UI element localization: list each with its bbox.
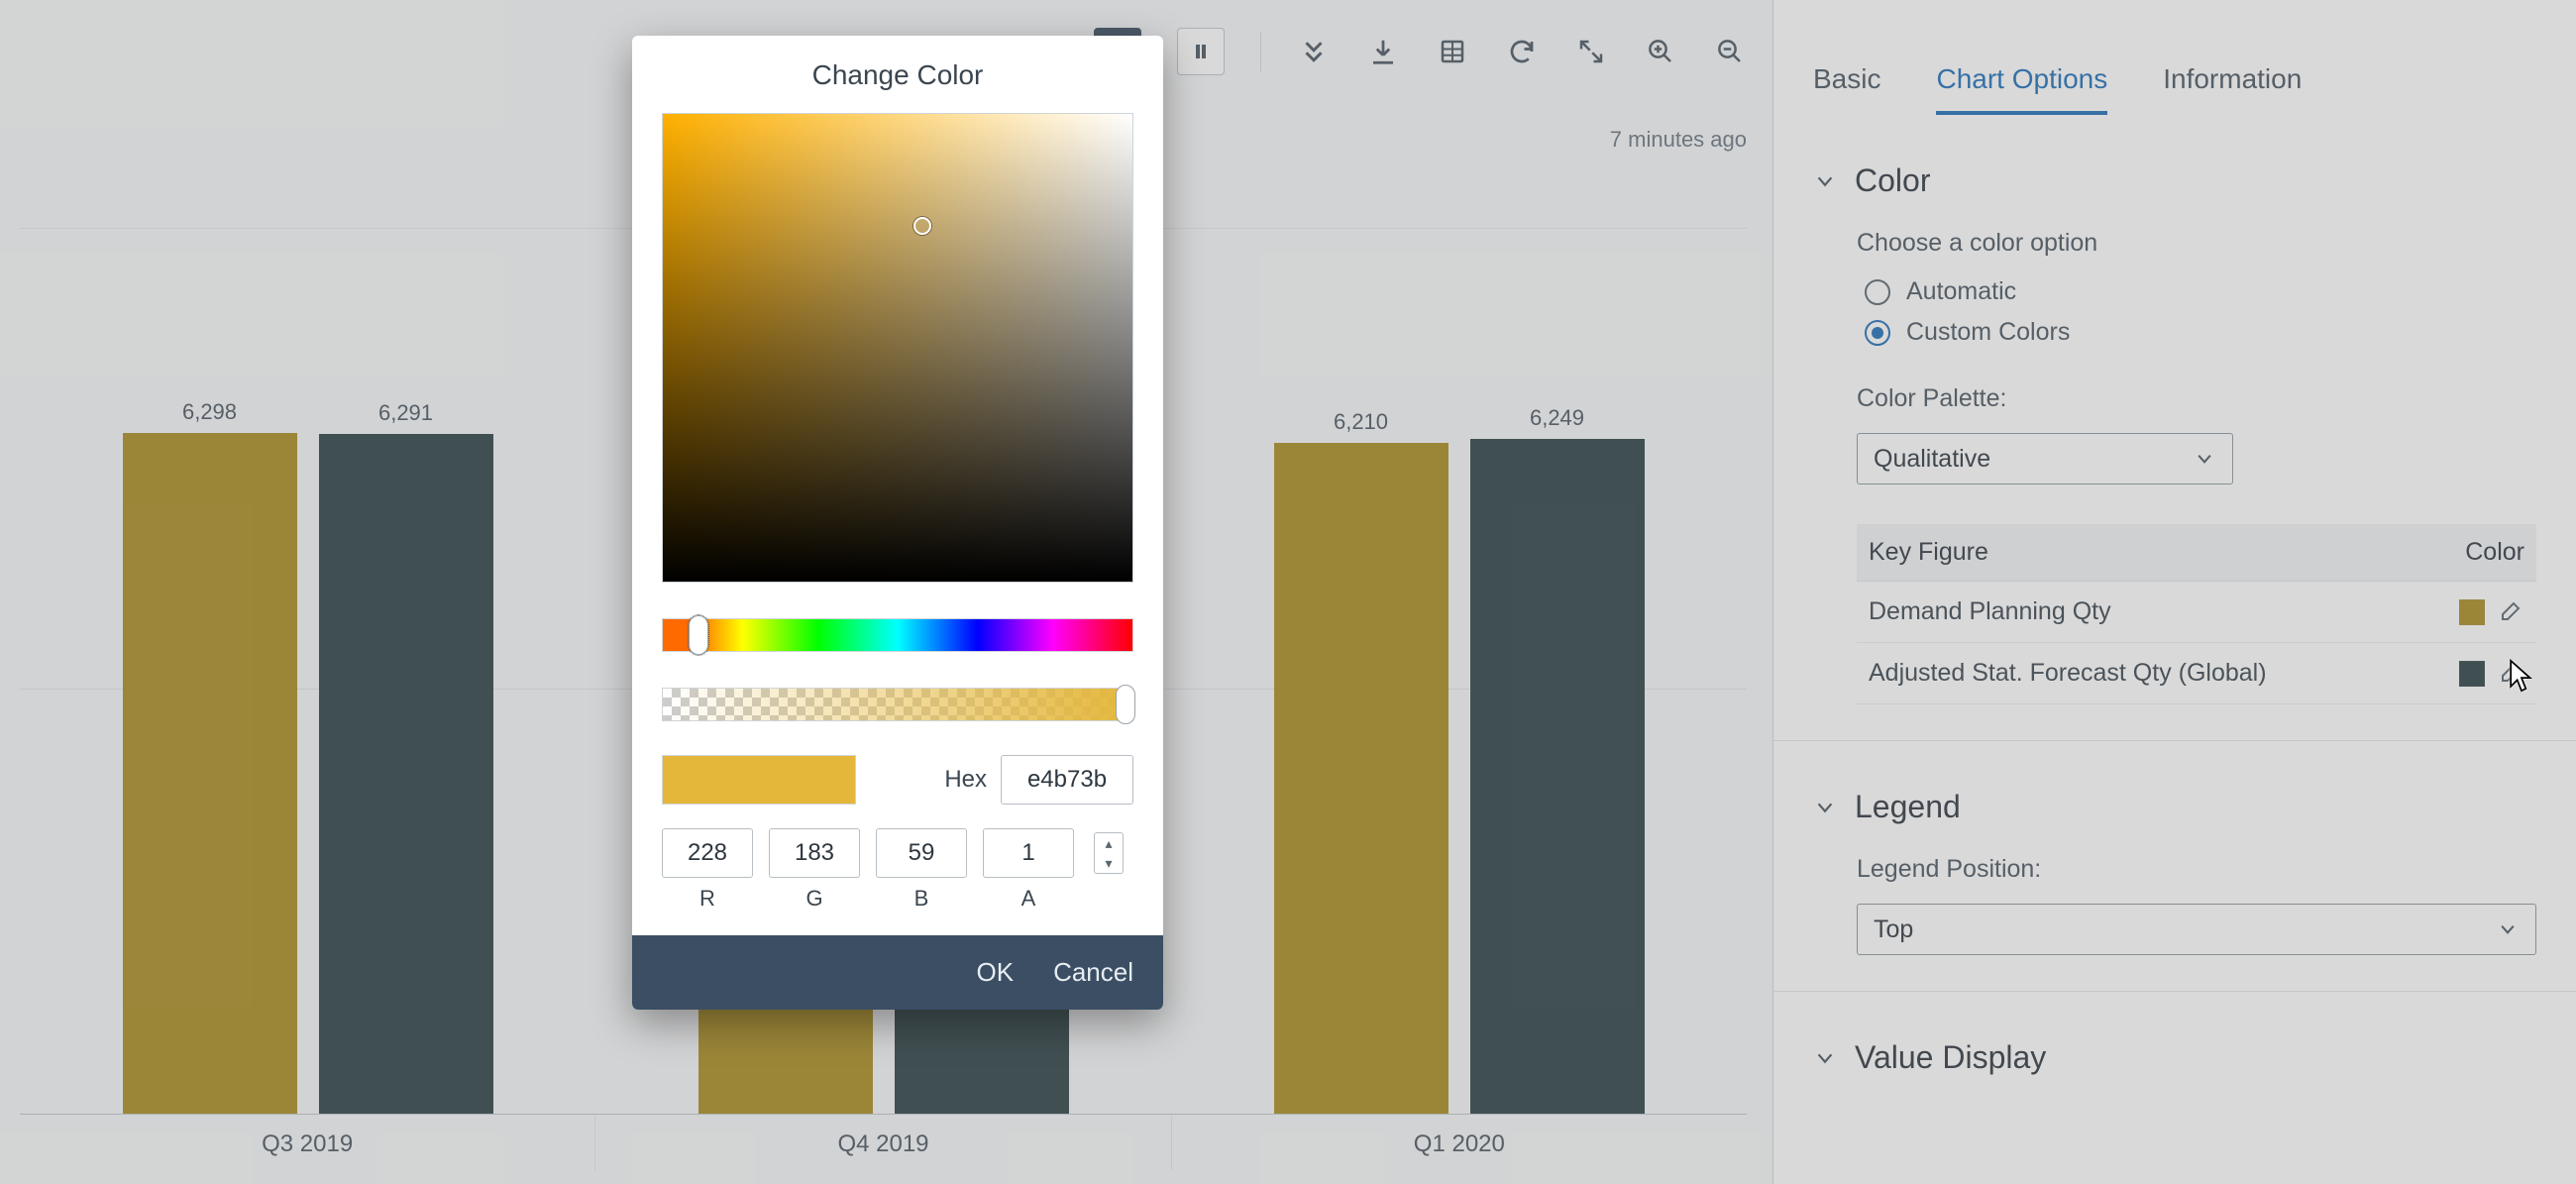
section-color-header[interactable]: Color [1813, 162, 2536, 199]
legend-position-label: Legend Position: [1857, 855, 2536, 884]
key-figure-label: Adjusted Stat. Forecast Qty (Global) [1869, 659, 2267, 688]
bar-group: 6,2106,249 [1171, 228, 1747, 1114]
side-panel: Basic Chart Options Information Color Choo… [1773, 0, 2576, 1184]
expand-down-icon[interactable] [1297, 35, 1331, 68]
refresh-icon[interactable] [1505, 35, 1539, 68]
legend-position-value: Top [1874, 915, 1913, 944]
chevron-down-icon [1813, 169, 1837, 193]
download-icon[interactable] [1366, 35, 1400, 68]
bar[interactable]: 6,249 [1470, 439, 1645, 1114]
section-value-display-header[interactable]: Value Display [1813, 1039, 2536, 1076]
bar[interactable]: 6,298 [123, 433, 297, 1114]
hue-slider[interactable] [662, 618, 1133, 652]
a-input[interactable] [983, 828, 1074, 878]
bar-group: 6,2986,291 [20, 228, 595, 1114]
x-axis-label: Q4 2019 [595, 1115, 1171, 1170]
section-color-title: Color [1855, 162, 1930, 199]
alpha-thumb[interactable] [1116, 685, 1135, 724]
key-figure-swatch [2459, 599, 2485, 625]
chevron-down-icon [1813, 1046, 1837, 1070]
hex-label: Hex [944, 766, 987, 794]
tab-chart-options[interactable]: Chart Options [1936, 63, 2107, 115]
section-value-display: Value Display [1813, 1039, 2536, 1076]
key-figure-row: Adjusted Stat. Forecast Qty (Global) [1857, 643, 2536, 704]
mouse-cursor-icon [2509, 658, 2534, 694]
cancel-button[interactable]: Cancel [1053, 957, 1133, 988]
tab-basic[interactable]: Basic [1813, 63, 1880, 115]
bar-value-label: 6,249 [1530, 405, 1584, 431]
section-legend-title: Legend [1855, 789, 1961, 825]
chevron-down-icon [2193, 447, 2216, 471]
dialog-title: Change Color [632, 36, 1163, 113]
panel-tabs: Basic Chart Options Information [1813, 0, 2536, 115]
sv-thumb[interactable] [913, 217, 931, 235]
hue-thumb[interactable] [689, 615, 708, 655]
saturation-value-picker[interactable] [662, 113, 1133, 583]
section-legend: Legend Legend Position: Top [1813, 789, 2536, 955]
alpha-slider[interactable] [662, 688, 1133, 721]
bar-value-label: 6,298 [182, 399, 237, 425]
kf-header-right: Color [2465, 538, 2524, 567]
radio-automatic[interactable]: Automatic [1865, 277, 2536, 306]
section-divider [1773, 740, 2576, 741]
zoom-out-icon[interactable] [1713, 35, 1747, 68]
chart-toolbar [1094, 28, 1747, 75]
choose-color-option-label: Choose a color option [1857, 229, 2536, 258]
key-figure-row: Demand Planning Qty [1857, 582, 2536, 643]
r-label: R [699, 886, 715, 912]
kf-header-left: Key Figure [1869, 538, 1988, 567]
table-view-icon[interactable] [1436, 35, 1469, 68]
radio-custom-colors[interactable]: Custom Colors [1865, 318, 2536, 347]
fullscreen-icon[interactable] [1574, 35, 1608, 68]
g-label: G [805, 886, 822, 912]
color-palette-select[interactable]: Qualitative [1857, 433, 2233, 484]
x-axis-label: Q1 2020 [1172, 1115, 1747, 1170]
color-palette-value: Qualitative [1874, 445, 1990, 474]
color-preview-swatch [662, 755, 856, 805]
radio-icon [1865, 320, 1890, 346]
radio-icon [1865, 279, 1890, 305]
key-figure-swatch [2459, 661, 2485, 687]
bar-value-label: 6,291 [378, 400, 433, 426]
key-figure-table: Key Figure Color Demand Planning Qty Adju… [1857, 524, 2536, 704]
x-axis-label: Q3 2019 [20, 1115, 595, 1170]
change-color-dialog: Change Color Hex R [632, 36, 1163, 1010]
tab-information[interactable]: Information [2163, 63, 2302, 115]
g-input[interactable] [769, 828, 860, 878]
r-input[interactable] [662, 828, 753, 878]
dialog-footer: OK Cancel [632, 935, 1163, 1010]
key-figure-label: Demand Planning Qty [1869, 597, 2111, 626]
legend-position-select[interactable]: Top [1857, 904, 2536, 955]
chevron-down-icon [1813, 796, 1837, 819]
section-value-display-title: Value Display [1855, 1039, 2046, 1076]
chevron-down-icon [2496, 917, 2520, 941]
radio-label: Automatic [1906, 277, 2016, 306]
b-input[interactable] [876, 828, 967, 878]
zoom-in-icon[interactable] [1644, 35, 1677, 68]
toolbar-divider [1260, 32, 1261, 71]
pause-button[interactable] [1177, 28, 1225, 75]
hex-input[interactable] [1001, 755, 1133, 805]
bar[interactable]: 6,210 [1274, 443, 1449, 1114]
section-divider [1773, 991, 2576, 992]
stepper-down-icon[interactable]: ▾ [1095, 853, 1123, 873]
radio-label: Custom Colors [1906, 318, 2070, 347]
rgba-stepper[interactable]: ▴ ▾ [1094, 832, 1124, 874]
bar[interactable]: 6,291 [319, 434, 493, 1114]
section-color: Color Choose a color option Automatic Cus… [1813, 162, 2536, 704]
a-label: A [1021, 886, 1036, 912]
section-legend-header[interactable]: Legend [1813, 789, 2536, 825]
edit-color-icon[interactable] [2499, 599, 2524, 625]
b-label: B [914, 886, 929, 912]
bar-value-label: 6,210 [1334, 409, 1388, 435]
stepper-up-icon[interactable]: ▴ [1095, 833, 1123, 853]
color-palette-label: Color Palette: [1857, 384, 2536, 413]
ok-button[interactable]: OK [976, 957, 1014, 988]
last-updated-label: 7 minutes ago [1610, 127, 1747, 153]
